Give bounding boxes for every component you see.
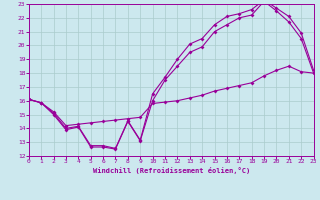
X-axis label: Windchill (Refroidissement éolien,°C): Windchill (Refroidissement éolien,°C) xyxy=(92,167,250,174)
